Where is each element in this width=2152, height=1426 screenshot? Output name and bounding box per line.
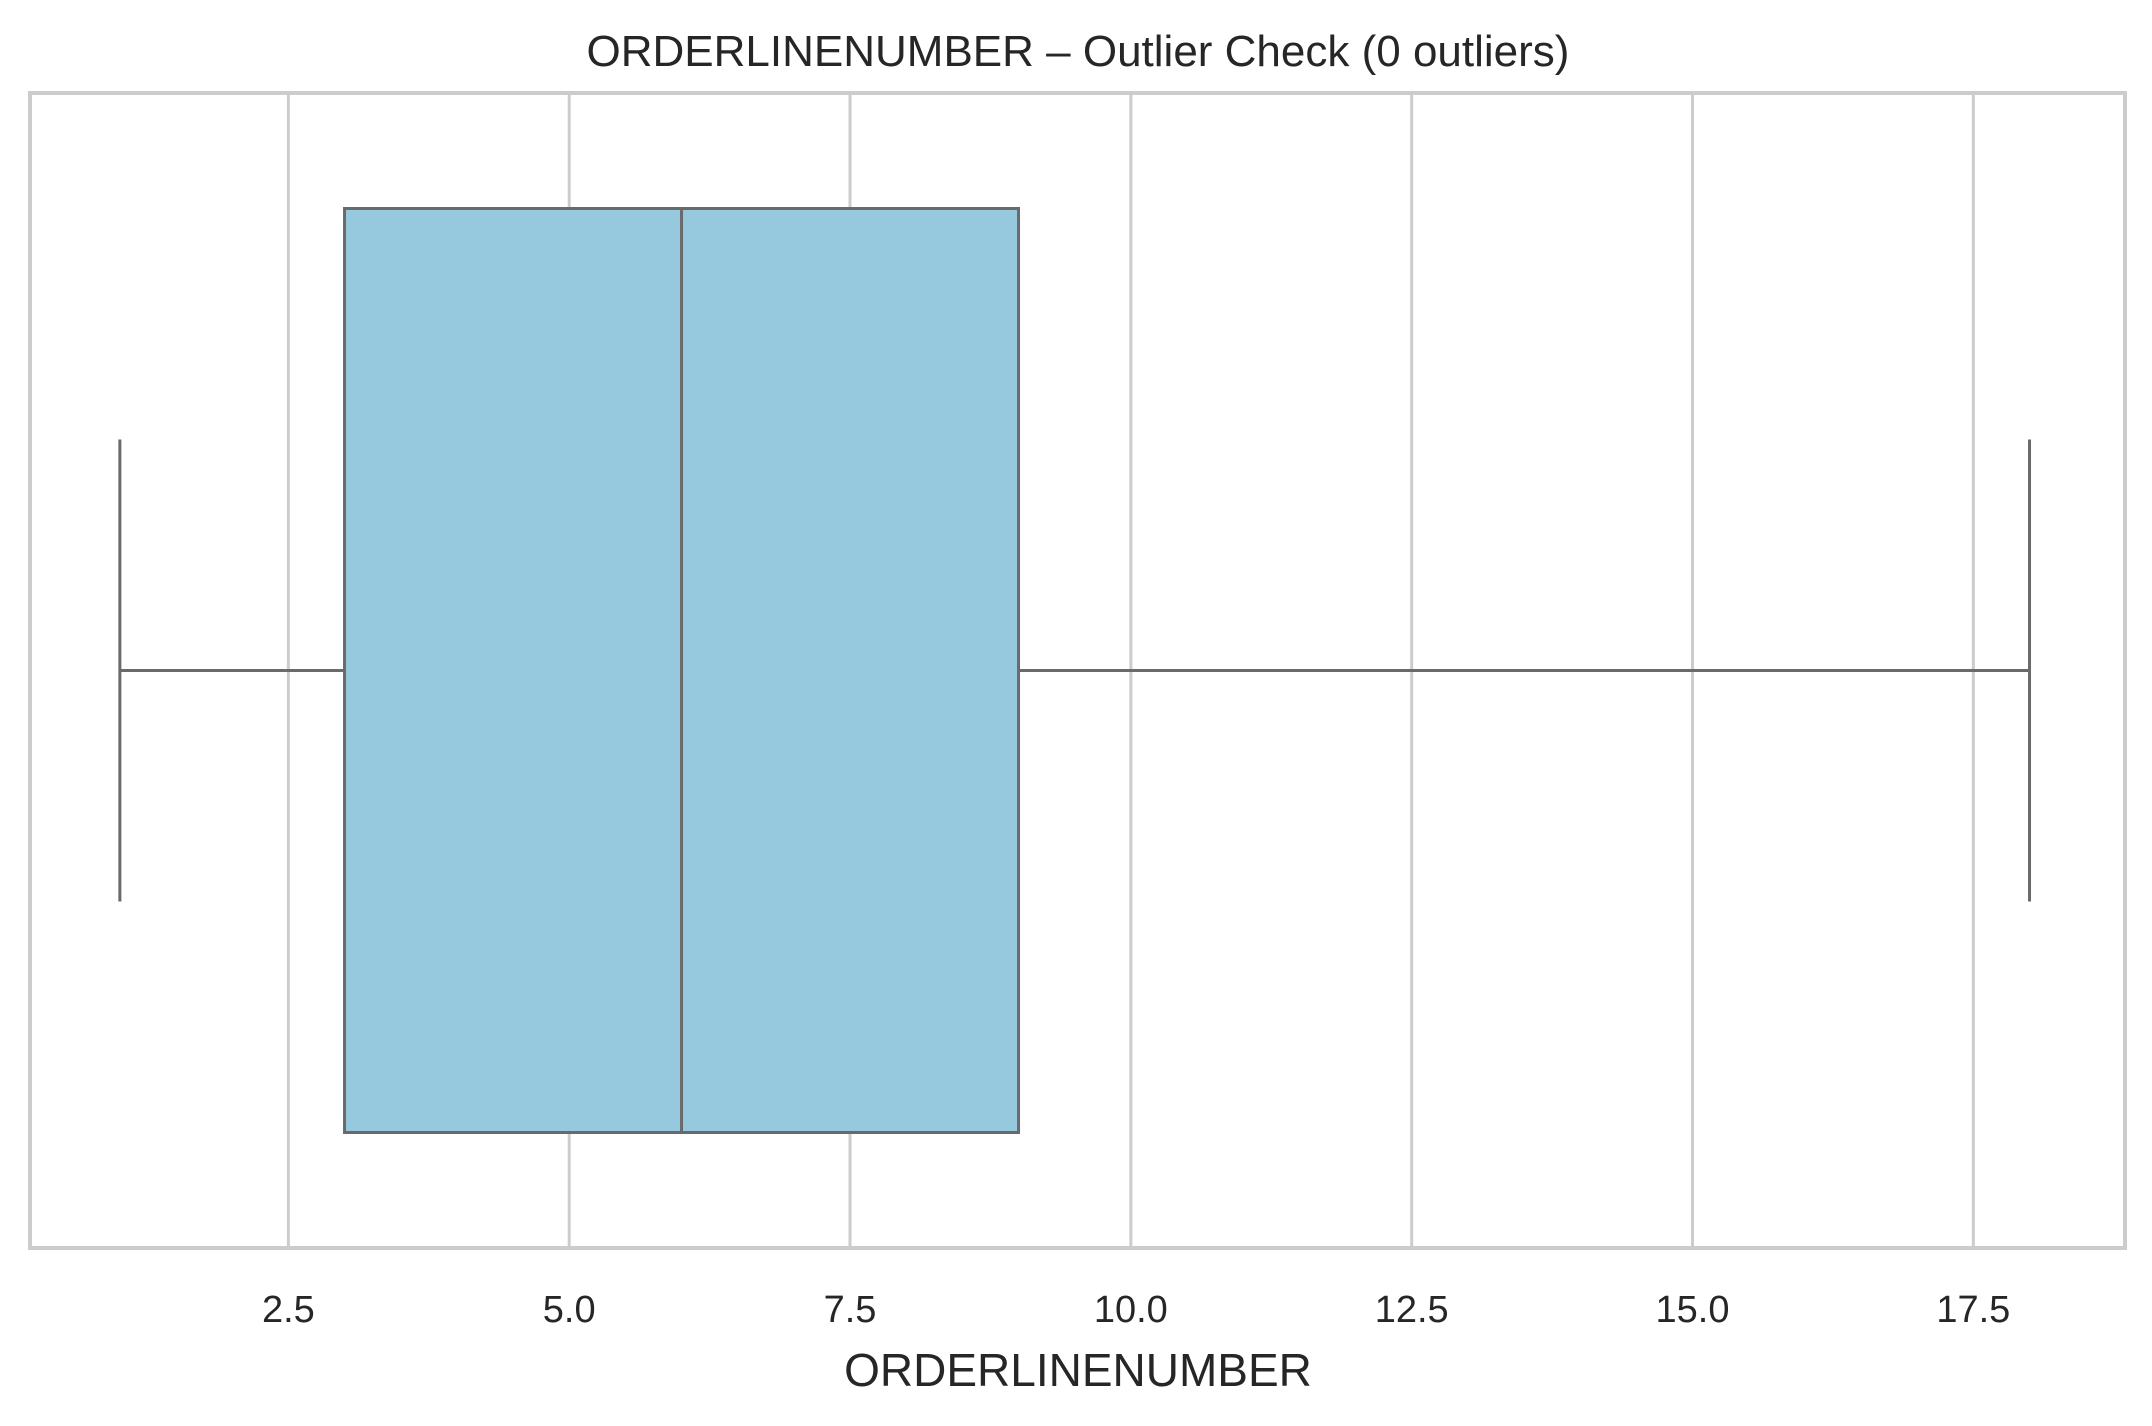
box-plot [118,207,2032,1134]
x-tick-labels: 2.5 5.0 7.5 10.0 12.5 15.0 17.5 [262,1289,2010,1331]
x-tick-label-6: 17.5 [1936,1289,2010,1331]
x-tick-label-4: 12.5 [1375,1289,1449,1331]
x-tick-label-1: 5.0 [543,1289,596,1331]
plot-frame [28,91,2127,1250]
chart-title: ORDERLINENUMBER – Outlier Check (0 outli… [587,27,1570,76]
x-tick-label-3: 10.0 [1094,1289,1168,1331]
x-tick-label-5: 15.0 [1656,1289,1730,1331]
x-axis-label: ORDERLINENUMBER [844,1344,1312,1396]
x-tick-label-2: 7.5 [824,1289,877,1331]
x-tick-label-0: 2.5 [262,1289,315,1331]
